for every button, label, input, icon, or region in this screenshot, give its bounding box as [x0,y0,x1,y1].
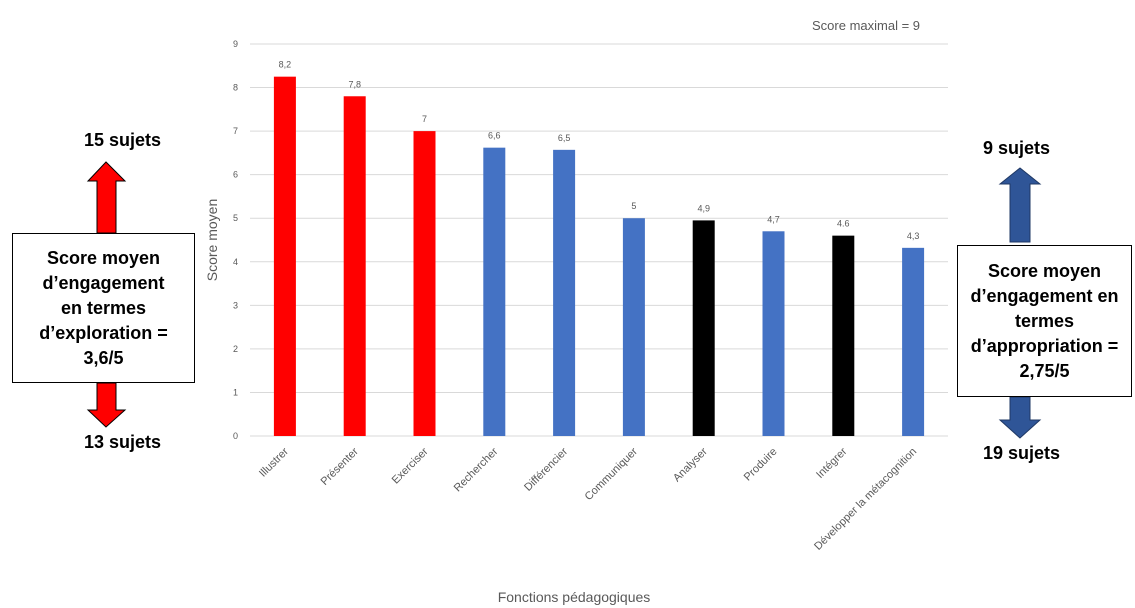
data-label: 4,3 [907,231,920,241]
left-top-count: 15 sujets [84,130,162,150]
bar [273,76,296,437]
bar [483,147,506,436]
right-bottom-count: 19 sujets [983,443,1061,463]
box-line: d’engagement [42,272,165,293]
bar [343,96,366,437]
box-line: Score moyen [987,260,1102,281]
down-arrow-icon [998,396,1042,439]
data-label: 4,9 [697,203,710,213]
x-tick-label: Analyser [671,445,710,484]
max-score-note: Score maximal = 9 [812,18,921,33]
x-tick-label: Intégrer [814,445,850,481]
x-axis-label: Fonctions pédagogiques [498,589,651,605]
data-label: 5 [631,201,636,211]
data-label: 6,5 [558,133,571,143]
bar [413,131,436,436]
data-labels: 8,2 7,8 7 6,6 6,5 5 4,9 4,7 4.6 4,3 [279,60,920,241]
gridlines [250,43,948,437]
bar [553,149,576,436]
x-tick-label: Communiquer [583,445,641,503]
left-bottom-count: 13 sujets [84,432,162,452]
appropriation-score-box: Score moyen d’engagement en termes d’app… [957,245,1132,397]
y-tick-label: 4 [233,257,238,267]
box-line: en termes [60,297,147,318]
x-tick-label: Illustrer [257,445,291,479]
box-line: d’exploration = [39,322,168,343]
box-line: 2,75/5 [1019,360,1070,381]
box-line: 3,6/5 [83,347,124,368]
right-top-count: 9 sujets [983,138,1051,158]
down-arrow-icon [86,382,127,428]
y-tick-label: 6 [233,170,238,180]
x-tick-label: Exerciser [390,445,431,486]
y-tick-label: 2 [233,344,238,354]
bars [273,76,925,437]
bar [692,220,715,436]
data-label: 7,8 [348,79,361,89]
bar [902,247,925,436]
data-label: 4.6 [837,219,850,229]
box-line: Score moyen [46,247,161,268]
y-tick-label: 3 [233,300,238,310]
up-arrow-icon [86,161,127,234]
x-tick-label: Présenter [319,445,361,487]
up-arrow-icon [998,167,1042,243]
data-label: 8,2 [279,60,292,70]
y-tick-label: 1 [233,387,238,397]
y-tick-label: 0 [233,431,238,441]
box-line: termes [1014,310,1075,331]
data-label: 4,7 [767,214,780,224]
exploration-score-box: Score moyen d’engagement en termes d’exp… [12,233,195,383]
y-tick-label: 8 [233,83,238,93]
y-axis-label: Score moyen [204,199,220,281]
bar [622,218,645,436]
bar [762,231,785,436]
data-label: 7 [422,114,427,124]
x-tick-label: Différencier [522,445,570,493]
y-axis-ticks: 0 1 2 3 4 5 6 7 8 9 [233,39,238,441]
box-line: d’appropriation = [970,335,1119,356]
x-axis-ticks: Illustrer Présenter Exerciser Rechercher Dif… [257,445,919,552]
x-tick-label: Rechercher [452,445,501,494]
bar [832,235,855,436]
box-line: d’engagement en [970,285,1119,306]
y-tick-label: 5 [233,213,238,223]
data-label: 6,6 [488,131,501,141]
x-tick-label: Produire [742,446,780,484]
y-tick-label: 9 [233,39,238,49]
y-tick-label: 7 [233,126,238,136]
